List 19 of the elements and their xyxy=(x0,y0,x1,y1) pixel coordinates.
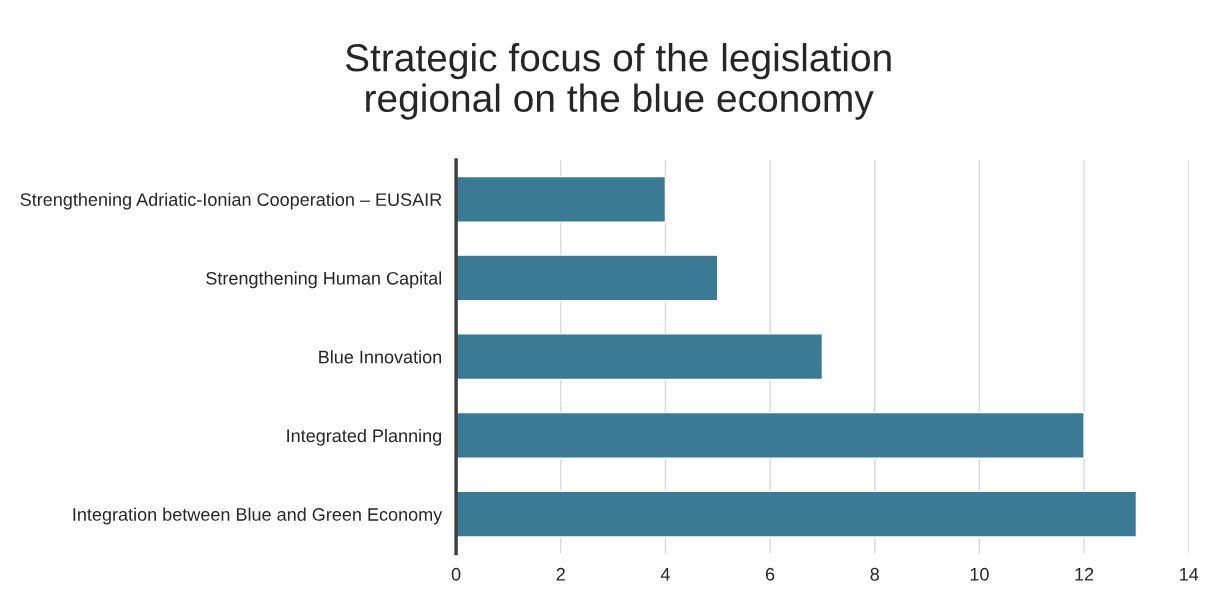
x-tick-label: 12 xyxy=(1075,567,1094,581)
y-tick-label: Strengthening Human Capital xyxy=(206,271,442,289)
x-tick-label: 6 xyxy=(765,567,775,581)
x-tick-label: 10 xyxy=(970,567,989,581)
bar xyxy=(456,333,824,381)
x-tick-label: 0 xyxy=(451,567,461,581)
bar xyxy=(456,175,667,223)
chart-title: Strategic focus of the legislation regional on the blue economy xyxy=(345,43,891,120)
x-tick-label: 8 xyxy=(870,567,879,581)
y-tick-label: Integrated Planning xyxy=(287,428,442,446)
y-tick-label: Integration between Blue and Green Economy xyxy=(73,507,443,525)
x-tick-label: 4 xyxy=(660,568,670,581)
bar xyxy=(456,254,719,302)
x-tick-label: 2 xyxy=(556,567,565,581)
y-tick-label: Strengthening Adriatic-Ionian Cooperation – EUSAIR xyxy=(20,192,442,210)
bar xyxy=(456,411,1085,459)
bar xyxy=(456,490,1138,538)
y-tick-label: Blue Innovation xyxy=(319,350,442,364)
x-tick-label: 14 xyxy=(1180,568,1199,581)
